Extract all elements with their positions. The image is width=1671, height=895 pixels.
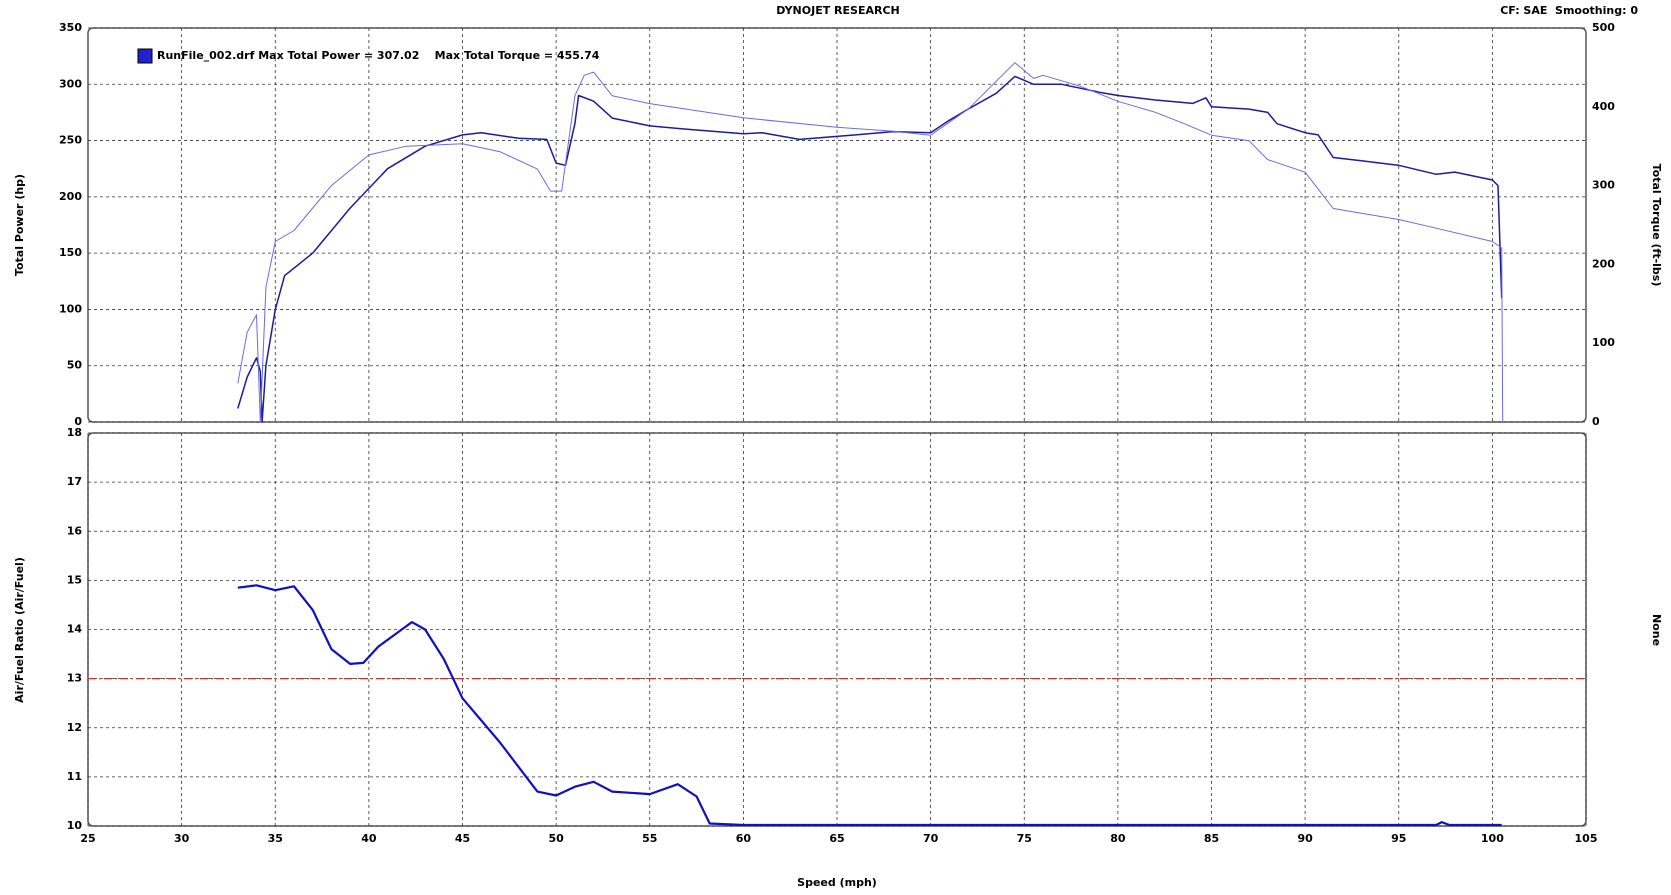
y-tick-label: 0 (74, 415, 82, 428)
x-tick-label: 60 (736, 832, 752, 845)
plot-frame (87, 27, 1587, 423)
y-tick-label: 100 (59, 302, 82, 315)
y-tick-label: 10 (67, 819, 83, 832)
x-tick-label: 75 (1017, 832, 1032, 845)
x-axis-label: Speed (mph) (797, 876, 877, 889)
y-tick-label: 11 (67, 770, 82, 783)
y-tick-label: 200 (59, 190, 82, 203)
settings: CF: SAE Smoothing: 0 (1500, 4, 1638, 17)
x-tick-label: 100 (1481, 832, 1504, 845)
x-tick-label: 25 (80, 832, 95, 845)
y-axis-label: Total Power (hp) (13, 174, 26, 276)
series-line (237, 75, 1503, 423)
y2-tick-label: 300 (1592, 179, 1615, 192)
y-tick-label: 350 (59, 21, 82, 34)
x-tick-label: 80 (1110, 832, 1126, 845)
x-tick-label: 70 (923, 832, 939, 845)
x-tick-label: 105 (1575, 832, 1598, 845)
legend: RunFile_002.drf Max Total Power = 307.02… (157, 49, 600, 62)
y-tick-label: 150 (59, 246, 82, 259)
x-tick-label: 90 (1297, 832, 1313, 845)
x-tick-label: 85 (1204, 832, 1219, 845)
y2-tick-label: 400 (1592, 100, 1615, 113)
y2-tick-label: 0 (1592, 415, 1600, 428)
y2-tick-label: 500 (1592, 21, 1615, 34)
y2-axis-label: None (1650, 614, 1663, 646)
title: DYNOJET RESEARCH (776, 4, 899, 17)
x-tick-label: 50 (548, 832, 564, 845)
series-line (237, 62, 1504, 423)
x-tick-label: 35 (268, 832, 283, 845)
y-axis-label: Air/Fuel Ratio (Air/Fuel) (13, 557, 26, 703)
y-tick-label: 18 (67, 426, 82, 439)
y-tick-label: 15 (67, 573, 82, 586)
y2-tick-label: 200 (1592, 257, 1615, 270)
y-tick-label: 13 (67, 672, 82, 685)
x-tick-label: 95 (1391, 832, 1406, 845)
y-tick-label: 16 (67, 524, 83, 537)
series-line (237, 584, 1502, 827)
x-tick-label: 65 (829, 832, 844, 845)
x-tick-label: 45 (455, 832, 470, 845)
x-tick-label: 55 (642, 832, 657, 845)
legend-swatch (137, 48, 153, 64)
y-tick-label: 50 (67, 359, 83, 372)
y2-tick-label: 100 (1592, 336, 1615, 349)
x-tick-label: 40 (361, 832, 377, 845)
y-tick-label: 14 (67, 623, 83, 636)
y-tick-label: 300 (59, 77, 82, 90)
y2-axis-label: Total Torque (ft-lbs) (1650, 164, 1663, 287)
y-tick-label: 250 (59, 134, 82, 147)
y-tick-label: 12 (67, 721, 82, 734)
x-tick-label: 30 (174, 832, 190, 845)
y-tick-label: 17 (67, 475, 82, 488)
